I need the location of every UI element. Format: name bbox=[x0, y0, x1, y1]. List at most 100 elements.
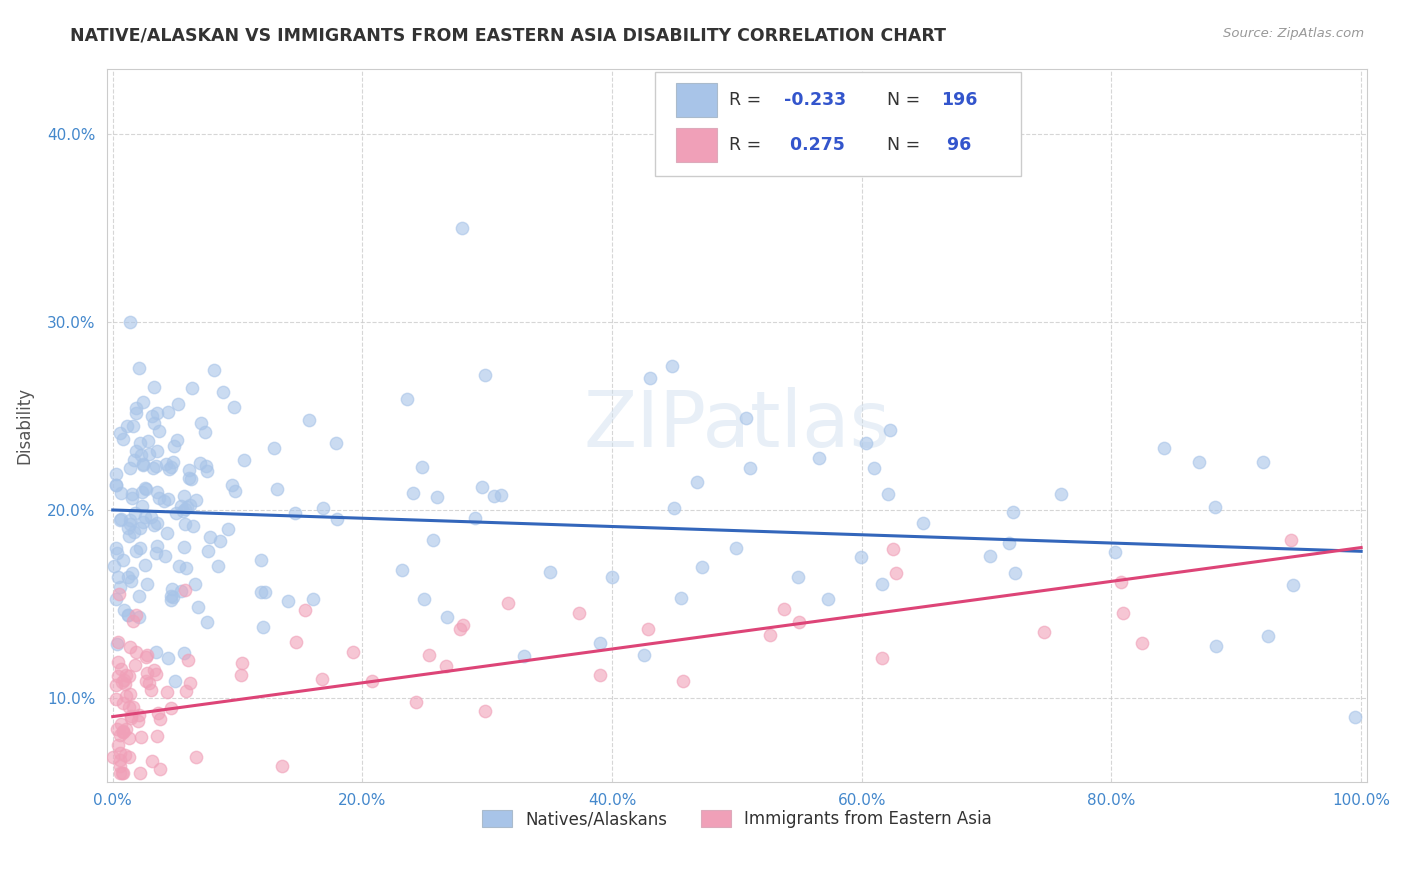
Point bbox=[111, 766, 134, 780]
Point bbox=[145, 458, 167, 473]
Point bbox=[207, 558, 229, 573]
Text: Source: ZipAtlas.com: Source: ZipAtlas.com bbox=[1223, 27, 1364, 40]
Point bbox=[725, 541, 748, 555]
Point bbox=[162, 590, 184, 604]
Point bbox=[209, 534, 232, 549]
Point bbox=[141, 683, 163, 698]
Point bbox=[131, 448, 153, 462]
Point bbox=[117, 570, 139, 584]
Point bbox=[105, 477, 128, 491]
Point bbox=[184, 493, 207, 508]
Point bbox=[170, 583, 193, 598]
Point bbox=[166, 433, 188, 447]
Point bbox=[115, 418, 138, 433]
Point bbox=[180, 472, 202, 486]
Point bbox=[117, 700, 139, 714]
Point bbox=[252, 620, 274, 634]
Point bbox=[145, 729, 167, 743]
Point bbox=[135, 673, 157, 688]
Point bbox=[129, 730, 152, 744]
Point bbox=[173, 646, 195, 660]
Point bbox=[217, 523, 239, 537]
Point bbox=[110, 486, 132, 500]
FancyBboxPatch shape bbox=[655, 72, 1021, 176]
Point bbox=[538, 566, 561, 580]
Point bbox=[117, 521, 139, 535]
Point bbox=[160, 459, 183, 474]
Point bbox=[176, 500, 198, 514]
Point bbox=[143, 663, 166, 677]
Point bbox=[195, 615, 218, 629]
Point bbox=[190, 416, 212, 430]
Point bbox=[1279, 533, 1302, 547]
Point bbox=[181, 381, 204, 395]
Point bbox=[1257, 630, 1279, 644]
Point bbox=[669, 591, 692, 606]
Point bbox=[105, 637, 128, 651]
Point bbox=[436, 610, 458, 624]
Point bbox=[160, 589, 183, 603]
Point bbox=[231, 656, 253, 670]
Point bbox=[498, 596, 520, 610]
Point bbox=[131, 457, 153, 471]
Point bbox=[101, 750, 124, 764]
Point bbox=[118, 516, 141, 531]
Point bbox=[129, 541, 152, 555]
Point bbox=[1109, 574, 1132, 589]
Point bbox=[183, 576, 205, 591]
Point bbox=[1050, 487, 1073, 501]
Point bbox=[128, 590, 150, 604]
Point bbox=[863, 461, 886, 475]
Point bbox=[198, 530, 221, 544]
Point bbox=[118, 640, 141, 655]
Point bbox=[145, 406, 167, 420]
Point bbox=[568, 606, 591, 620]
Legend: Natives/Alaskans, Immigrants from Eastern Asia: Natives/Alaskans, Immigrants from Easter… bbox=[475, 803, 998, 835]
Point bbox=[108, 425, 131, 440]
Point bbox=[142, 380, 165, 394]
Point bbox=[125, 406, 148, 420]
Point bbox=[474, 704, 496, 718]
Point bbox=[157, 491, 180, 506]
Point bbox=[786, 570, 808, 584]
Point bbox=[298, 413, 321, 427]
Point bbox=[125, 608, 148, 623]
Point bbox=[187, 600, 209, 615]
Point bbox=[131, 484, 153, 499]
Point bbox=[110, 662, 132, 676]
Point bbox=[132, 515, 155, 529]
Point bbox=[250, 585, 273, 599]
Point bbox=[870, 650, 893, 665]
Point bbox=[491, 488, 513, 502]
Point bbox=[311, 672, 333, 686]
Point bbox=[195, 464, 218, 478]
Text: R =: R = bbox=[730, 91, 768, 109]
Point bbox=[112, 723, 135, 738]
Point bbox=[254, 585, 277, 599]
Point bbox=[149, 712, 172, 726]
Point bbox=[141, 754, 163, 768]
Point bbox=[396, 392, 419, 406]
Point bbox=[112, 432, 135, 446]
Point bbox=[120, 460, 142, 475]
Point bbox=[817, 591, 839, 606]
Point bbox=[134, 481, 156, 495]
Point bbox=[686, 475, 709, 489]
Point bbox=[155, 457, 177, 471]
Point bbox=[107, 655, 129, 669]
Point bbox=[600, 570, 623, 584]
Point bbox=[108, 587, 131, 601]
Point bbox=[177, 471, 200, 485]
Point bbox=[124, 645, 146, 659]
Point bbox=[690, 559, 713, 574]
Point bbox=[129, 521, 152, 535]
Point bbox=[115, 723, 138, 737]
Point bbox=[118, 749, 141, 764]
Point bbox=[125, 443, 148, 458]
Point bbox=[270, 758, 292, 772]
Point bbox=[1188, 455, 1211, 469]
Point bbox=[195, 459, 218, 474]
Point bbox=[128, 708, 150, 723]
Point bbox=[122, 453, 145, 467]
Point bbox=[633, 648, 655, 662]
